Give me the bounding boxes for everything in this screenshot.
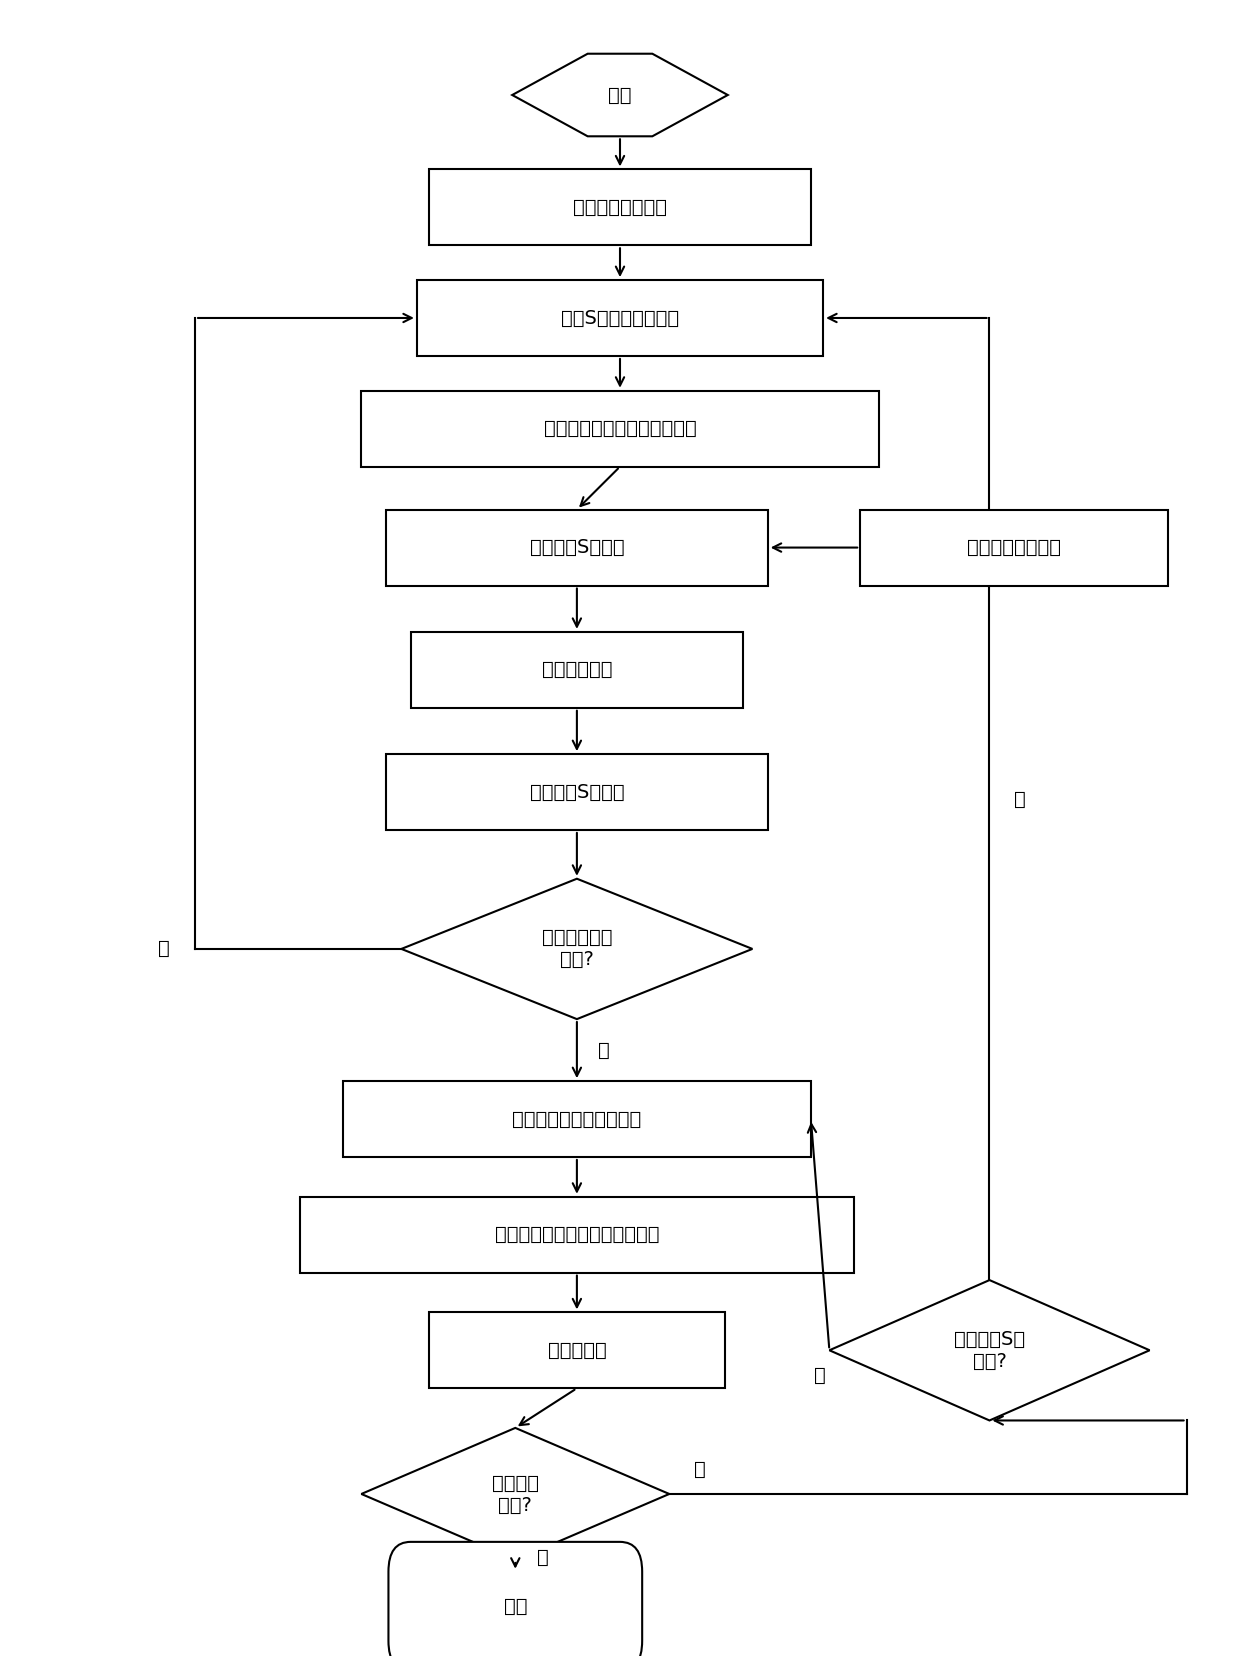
Text: 依据理想行程自动调整油缸液压: 依据理想行程自动调整油缸液压	[495, 1225, 660, 1243]
Text: 曲率是否满足
要求?: 曲率是否满足 要求?	[542, 928, 613, 969]
Polygon shape	[361, 1428, 670, 1560]
Text: 是: 是	[598, 1041, 610, 1059]
Text: 是否结束
施工?: 是否结束 施工?	[492, 1474, 539, 1514]
Text: 输入隧道设计轴线: 输入隧道设计轴线	[573, 198, 667, 217]
Text: 是: 是	[537, 1549, 548, 1567]
Bar	[861, 510, 1168, 586]
Text: 是否重构S型
曲线?: 是否重构S型 曲线?	[954, 1330, 1025, 1371]
Text: 开始: 开始	[609, 86, 631, 105]
Bar	[386, 510, 768, 586]
Bar	[417, 281, 823, 355]
Bar	[361, 390, 879, 466]
Text: 否: 否	[815, 1366, 826, 1384]
Text: 盾构机掘进: 盾构机掘进	[548, 1341, 606, 1360]
Text: 求得盾构机油缸理想行程: 求得盾构机油缸理想行程	[512, 1109, 641, 1129]
Polygon shape	[830, 1280, 1149, 1421]
Text: 传入盾构姿态数据: 传入盾构姿态数据	[967, 538, 1061, 558]
Polygon shape	[512, 53, 728, 136]
Text: 构建竖直S型曲线: 构建竖直S型曲线	[529, 782, 624, 802]
Bar	[386, 754, 768, 830]
Bar	[429, 1313, 724, 1388]
Text: 构建水平S型曲线: 构建水平S型曲线	[529, 538, 624, 558]
Text: 是: 是	[1014, 790, 1027, 808]
Polygon shape	[402, 878, 753, 1019]
Text: 结束: 结束	[503, 1597, 527, 1615]
Bar	[300, 1197, 854, 1273]
FancyBboxPatch shape	[388, 1542, 642, 1660]
Text: 否: 否	[159, 940, 170, 958]
Text: 输入S型曲线终点里程: 输入S型曲线终点里程	[560, 309, 680, 327]
Bar	[343, 1081, 811, 1157]
Text: 修正终点里程: 修正终点里程	[542, 661, 613, 679]
Bar	[429, 169, 811, 246]
Text: 解算终点里程处坐标和方位角: 解算终点里程处坐标和方位角	[543, 418, 697, 438]
Bar	[410, 632, 743, 707]
Text: 否: 否	[694, 1459, 706, 1479]
